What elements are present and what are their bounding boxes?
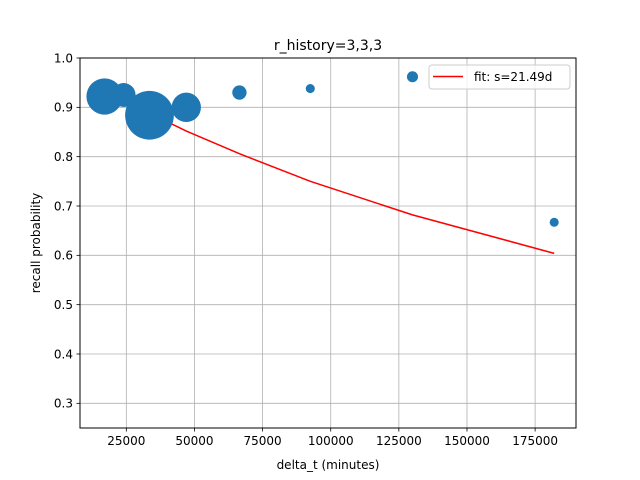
scatter-point [125, 90, 174, 140]
scatter-point [86, 78, 123, 115]
x-tick-label: 100000 [308, 434, 354, 448]
x-tick-label: 75000 [243, 434, 281, 448]
plot-frame [79, 57, 577, 429]
scatter-points [86, 71, 559, 227]
y-tick-label: 0.9 [54, 101, 73, 115]
x-tick-label: 50000 [175, 434, 213, 448]
x-tick-label: 150000 [444, 434, 490, 448]
y-tick-label: 1.0 [54, 51, 73, 65]
chart-title: r_history=3,3,3 [274, 38, 382, 54]
scatter-point [171, 92, 201, 122]
legend: fit: s=21.49d [428, 64, 571, 90]
x-tick-label: 125000 [376, 434, 422, 448]
legend-label-fit: fit: s=21.49d [474, 70, 552, 84]
x-axis: 25000 50000 75000 100000 125000 150000 175000 [107, 428, 558, 448]
y-tick-label: 0.8 [54, 150, 73, 164]
x-axis-title: delta_t (minutes) [277, 458, 380, 472]
scatter-point [232, 85, 247, 100]
scatter-point [549, 217, 559, 227]
y-tick-label: 0.5 [54, 298, 73, 312]
x-tick-label: 175000 [512, 434, 558, 448]
y-tick-label: 0.6 [54, 249, 73, 263]
legend-box [428, 64, 571, 90]
scatter-point [111, 83, 136, 107]
y-axis-title: recall probability [29, 193, 43, 294]
y-axis: 0.3 0.4 0.5 0.6 0.7 0.8 0.9 1.0 [54, 51, 80, 411]
scatter-point [305, 84, 315, 94]
y-tick-label: 0.3 [54, 397, 73, 411]
y-tick-label: 0.7 [54, 199, 73, 213]
x-tick-label: 25000 [107, 434, 145, 448]
y-tick-label: 0.4 [54, 347, 73, 361]
scatter-point [406, 71, 419, 83]
